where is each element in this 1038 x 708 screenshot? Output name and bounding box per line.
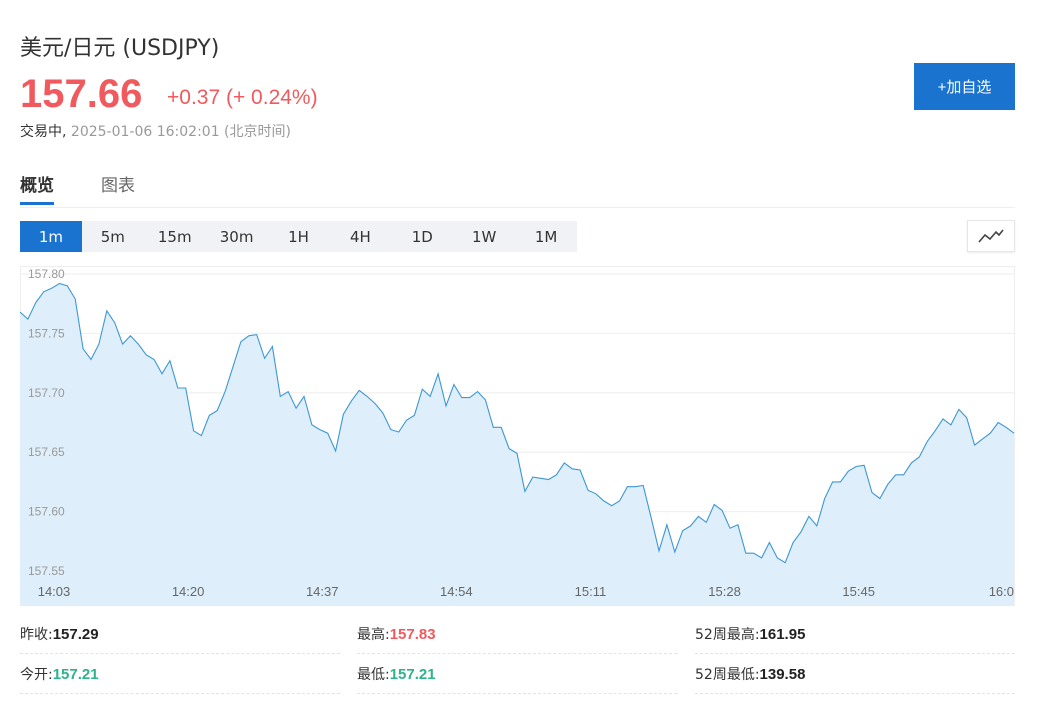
x-tick-label: 14:20 [172,584,205,599]
y-tick-label: 157.80 [28,267,65,281]
stat-high: 最高: 157.83 [357,615,677,654]
period-4h[interactable]: 4H [349,227,371,246]
trading-status-line: 交易中, 2025-01-06 16:02:01 (北京时间) [20,121,291,141]
x-tick-label: 14:54 [440,584,473,599]
period-selector: 1m 5m 15m 30m 1H 4H 1D 1W 1M [20,221,577,252]
y-tick-label: 157.55 [28,564,65,578]
price-chart-svg: 157.80 157.75 157.70 157.65 157.60 157.55 14:0… [20,266,1015,606]
stat-value: 161.95 [759,625,806,643]
x-tick-label: 15:11 [575,584,607,599]
quote-timestamp: 2025-01-06 16:02:01 (北京时间) [70,124,291,140]
stat-52w-low: 52周最低: 139.58 [695,655,1015,694]
page-title: 美元/日元 (USDJPY) [20,36,220,61]
period-15m[interactable]: 15m [157,227,192,246]
stat-label: 最低: [357,667,390,683]
x-tick-label: 14:03 [38,584,71,599]
period-5m[interactable]: 5m [100,227,125,246]
y-tick-label: 157.60 [28,505,65,519]
stat-label: 52周最高: [695,627,760,643]
y-tick-label: 157.65 [28,445,65,459]
x-tick-label: 15:28 [708,584,741,599]
view-tabs: 概览 图表 [20,165,1015,208]
period-30m[interactable]: 30m [219,227,254,246]
tab-chart[interactable]: 图表 [101,176,135,196]
stat-label: 52周最低: [695,667,760,683]
price-change: +0.37 (+ 0.24%) [167,86,318,109]
x-tick-label: 15:45 [842,584,875,599]
period-1mo[interactable]: 1M [534,227,558,246]
x-tick-label: 16:0 [989,584,1014,599]
period-1d[interactable]: 1D [411,227,433,246]
price-line [20,282,1015,564]
price-chart: 157.80 157.75 157.70 157.65 157.60 157.55 14:0… [20,266,1015,606]
period-1m[interactable]: 1m [20,221,82,252]
stat-label: 今开: [20,667,53,683]
tab-overview[interactable]: 概览 [20,171,54,205]
y-tick-label: 157.70 [28,386,65,400]
stat-value: 157.29 [52,625,99,643]
stat-value: 157.21 [389,665,436,683]
stat-value: 139.58 [759,665,806,683]
stat-52w-high: 52周最高: 161.95 [695,615,1015,654]
add-to-watchlist-button[interactable]: +加自选 [914,63,1015,110]
y-tick-label: 157.75 [28,326,65,340]
period-1h[interactable]: 1H [288,227,309,246]
stat-value: 157.83 [389,625,436,643]
current-price: 157.66 [20,72,143,116]
stat-prev-close: 昨收: 157.29 [20,615,340,654]
stat-value: 157.21 [52,665,99,683]
stat-label: 最高: [357,627,390,643]
chart-type-toggle-button[interactable] [967,220,1015,252]
price-area-fill [20,283,1014,606]
trading-status: 交易中, [20,124,67,140]
stat-label: 昨收: [20,627,53,643]
stat-low: 最低: 157.21 [357,655,677,694]
period-1w[interactable]: 1W [471,227,497,246]
stat-open: 今开: 157.21 [20,655,340,694]
x-tick-label: 14:37 [306,584,339,599]
line-chart-icon [978,229,1004,243]
